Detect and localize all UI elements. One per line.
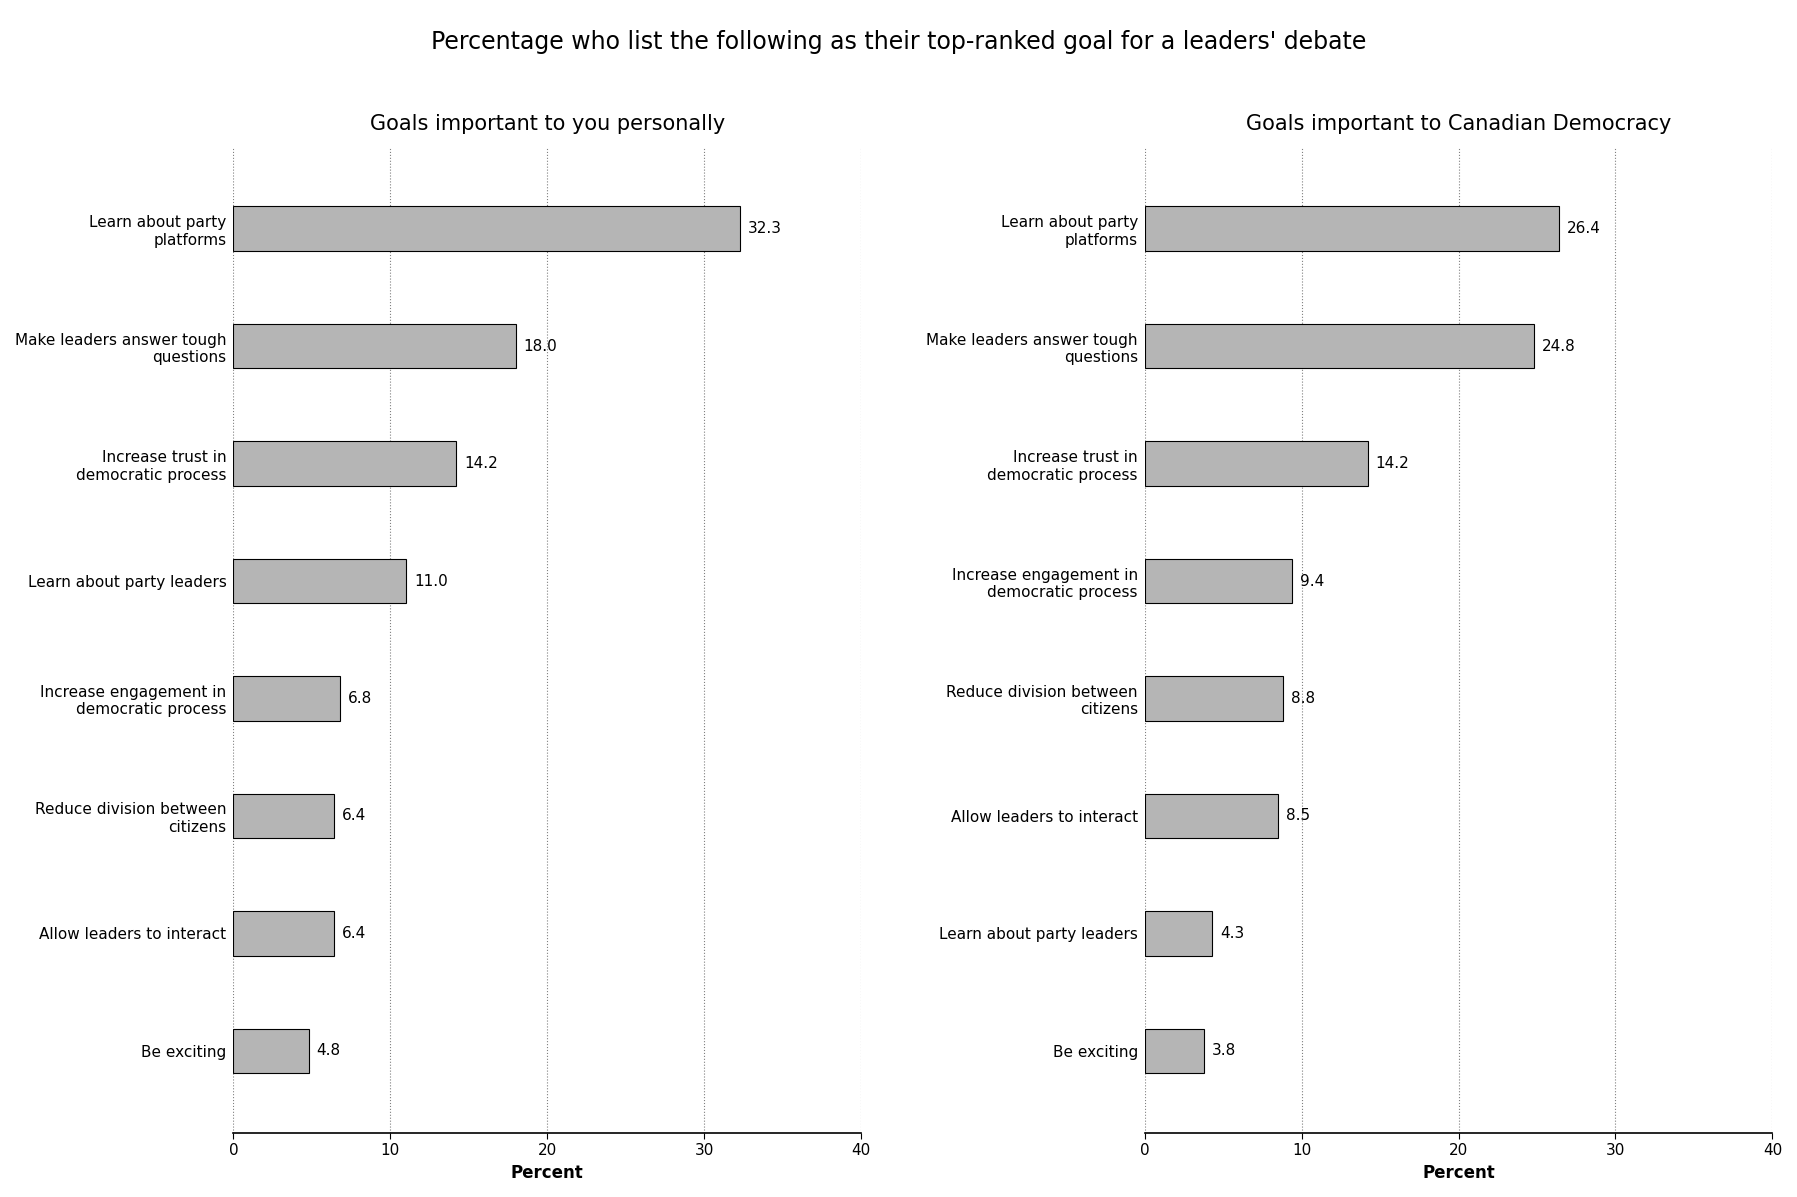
Text: 4.3: 4.3 bbox=[1220, 925, 1244, 941]
Text: 11.0: 11.0 bbox=[413, 573, 447, 589]
Text: 32.3: 32.3 bbox=[748, 221, 782, 236]
X-axis label: Percent: Percent bbox=[510, 1163, 584, 1181]
Text: 18.0: 18.0 bbox=[523, 339, 557, 353]
Bar bbox=[234, 911, 334, 955]
Bar bbox=[234, 206, 740, 251]
Text: 3.8: 3.8 bbox=[1213, 1044, 1236, 1058]
Text: 14.2: 14.2 bbox=[464, 456, 498, 472]
Bar bbox=[234, 442, 456, 486]
Bar bbox=[234, 794, 334, 838]
Text: 8.8: 8.8 bbox=[1290, 691, 1315, 706]
Text: 9.4: 9.4 bbox=[1299, 573, 1324, 589]
Text: 6.8: 6.8 bbox=[349, 691, 372, 706]
Bar bbox=[234, 676, 340, 721]
Bar bbox=[1145, 559, 1292, 603]
Text: 4.8: 4.8 bbox=[316, 1044, 341, 1058]
Bar bbox=[234, 324, 516, 369]
Bar bbox=[1145, 676, 1283, 721]
Bar bbox=[1145, 324, 1535, 369]
Bar bbox=[234, 1028, 309, 1074]
Bar bbox=[234, 559, 406, 603]
Title: Goals important to Canadian Democracy: Goals important to Canadian Democracy bbox=[1245, 114, 1671, 134]
Bar bbox=[1145, 911, 1213, 955]
Bar bbox=[1145, 206, 1560, 251]
Bar bbox=[1145, 442, 1368, 486]
Text: 14.2: 14.2 bbox=[1375, 456, 1409, 472]
Text: 26.4: 26.4 bbox=[1567, 221, 1601, 236]
Text: Percentage who list the following as their top-ranked goal for a leaders' debate: Percentage who list the following as the… bbox=[431, 30, 1366, 54]
Text: 6.4: 6.4 bbox=[341, 925, 367, 941]
X-axis label: Percent: Percent bbox=[1421, 1163, 1495, 1181]
Text: 6.4: 6.4 bbox=[341, 808, 367, 824]
Title: Goals important to you personally: Goals important to you personally bbox=[370, 114, 724, 134]
Text: 24.8: 24.8 bbox=[1542, 339, 1576, 353]
Text: 8.5: 8.5 bbox=[1287, 808, 1310, 824]
Bar bbox=[1145, 794, 1278, 838]
Bar bbox=[1145, 1028, 1204, 1074]
